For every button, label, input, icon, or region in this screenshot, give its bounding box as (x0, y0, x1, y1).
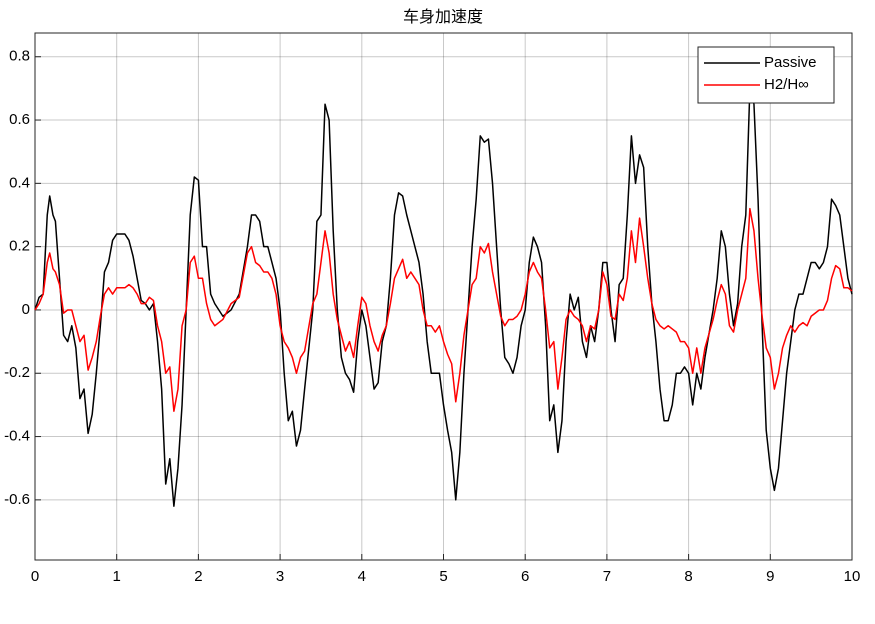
x-tick-label: 4 (358, 568, 366, 585)
x-tick-label: 2 (194, 568, 202, 585)
x-tick-label: 0 (31, 568, 39, 585)
x-tick-label: 8 (684, 568, 692, 585)
x-tick-label: 1 (113, 568, 121, 585)
chart-title: 车身加速度 (403, 8, 483, 26)
legend-box (697, 46, 835, 104)
y-tick-label: -0.6 (4, 491, 30, 508)
x-tick-label: 9 (766, 568, 774, 585)
legend: Passive H2/H∞ (697, 46, 835, 104)
x-tick-label: 6 (521, 568, 529, 585)
data-line (34, 87, 853, 507)
y-tick-label: 0.6 (9, 111, 30, 128)
y-tick-label: 0 (22, 301, 30, 318)
x-tick-label: 3 (276, 568, 284, 585)
y-tick-label: -0.4 (4, 428, 30, 445)
x-tick-label: 7 (603, 568, 611, 585)
y-tick-label: -0.2 (4, 364, 30, 381)
data-line (34, 207, 853, 412)
x-tick-label: 5 (439, 568, 447, 585)
legend-label: H2/H∞ (764, 76, 809, 93)
legend-label: Passive (764, 54, 817, 71)
y-tick-label: 0.4 (9, 174, 30, 191)
y-tick-label: 0.8 (9, 48, 30, 65)
x-tick-label: 10 (844, 568, 861, 585)
plot-frame (34, 32, 853, 561)
y-tick-label: 0.2 (9, 238, 30, 255)
